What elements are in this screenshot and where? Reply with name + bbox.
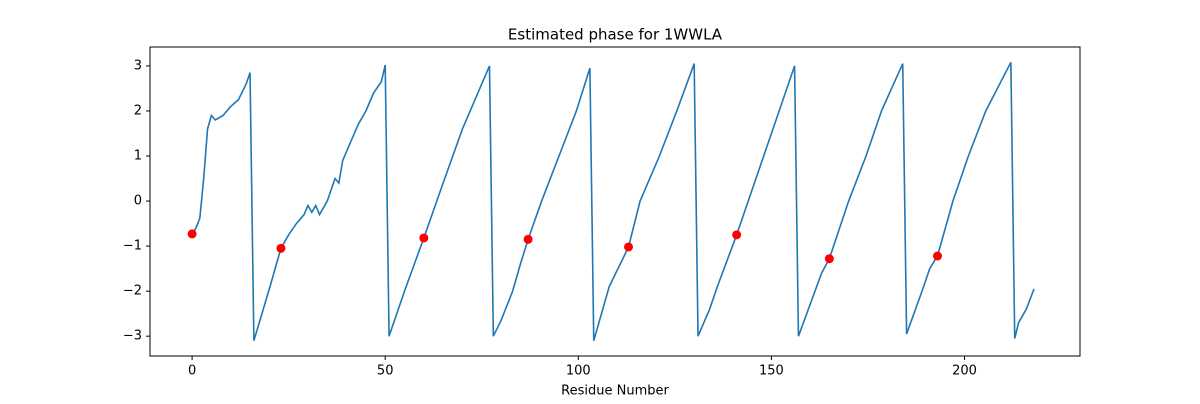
point <box>276 243 286 253</box>
x-tick-label: 150 <box>759 364 784 379</box>
point <box>624 242 634 252</box>
point <box>732 230 742 240</box>
x-tick-label: 200 <box>952 364 977 379</box>
x-axis-label: Residue Number <box>561 384 669 399</box>
y-tick-label: 0 <box>134 194 142 209</box>
point <box>419 233 429 243</box>
point <box>824 254 834 264</box>
chart-title: Estimated phase for 1WWLA <box>508 26 723 44</box>
y-tick-label: 1 <box>134 149 142 164</box>
y-tick-label: −3 <box>123 329 142 344</box>
y-tick-label: 3 <box>134 58 142 73</box>
x-tick-label: 100 <box>566 364 591 379</box>
y-tick-label: −1 <box>123 239 142 254</box>
x-tick-label: 50 <box>377 364 394 379</box>
line <box>191 61 1035 341</box>
y-tick-label: 2 <box>134 103 142 118</box>
point <box>523 234 533 244</box>
point <box>932 251 942 261</box>
x-tick-label: 0 <box>188 364 196 379</box>
point <box>187 229 197 239</box>
plot-frame <box>149 46 1081 357</box>
y-tick-label: −2 <box>123 284 142 299</box>
